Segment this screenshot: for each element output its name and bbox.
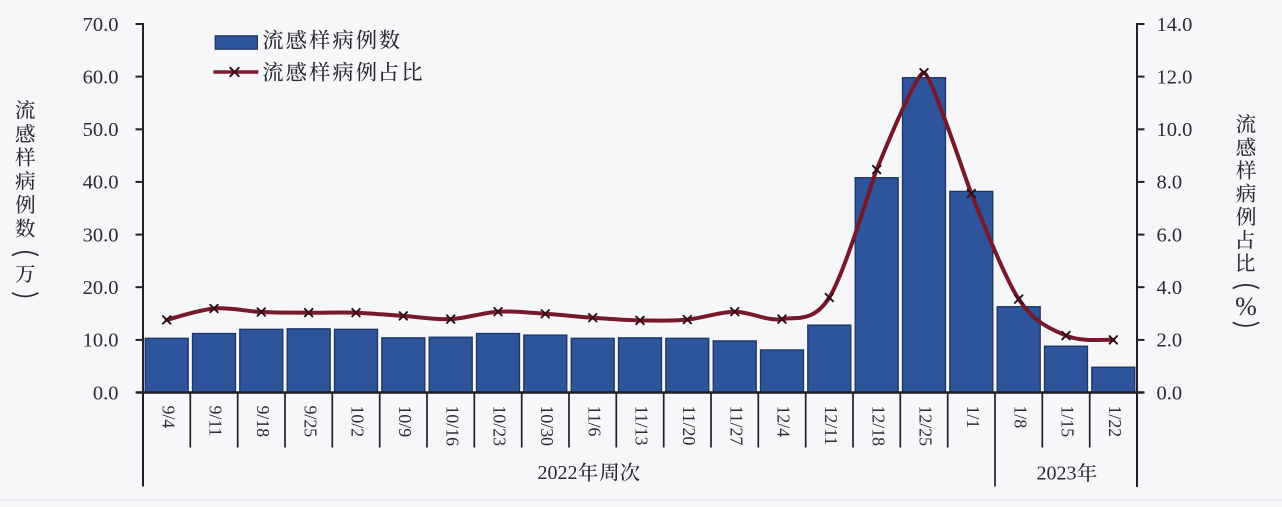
svg-text:10/9: 10/9 bbox=[395, 406, 415, 438]
svg-text:10.0: 10.0 bbox=[1157, 119, 1193, 141]
svg-text:1/1: 1/1 bbox=[963, 406, 983, 429]
svg-text:1/15: 1/15 bbox=[1058, 406, 1078, 438]
svg-text:2022: 2022 bbox=[538, 462, 578, 484]
svg-text:9/18: 9/18 bbox=[253, 406, 273, 438]
svg-text:12/4: 12/4 bbox=[774, 406, 794, 438]
svg-text:11/13: 11/13 bbox=[632, 406, 652, 446]
svg-text:11/27: 11/27 bbox=[726, 406, 746, 446]
svg-text:60.0: 60.0 bbox=[83, 66, 119, 88]
svg-text:12/11: 12/11 bbox=[821, 406, 841, 446]
svg-text:11/6: 11/6 bbox=[584, 406, 604, 437]
svg-text:10/23: 10/23 bbox=[490, 406, 510, 447]
svg-text:6.0: 6.0 bbox=[1157, 224, 1183, 246]
svg-text:10/30: 10/30 bbox=[537, 406, 557, 447]
svg-text:10.0: 10.0 bbox=[83, 330, 119, 352]
svg-text:14.0: 14.0 bbox=[1157, 14, 1193, 36]
svg-text:20.0: 20.0 bbox=[83, 277, 119, 299]
svg-text:30.0: 30.0 bbox=[83, 224, 119, 246]
svg-text:10/2: 10/2 bbox=[348, 406, 368, 438]
svg-text:10/16: 10/16 bbox=[442, 406, 462, 447]
svg-text:70.0: 70.0 bbox=[83, 14, 119, 36]
svg-text:9/4: 9/4 bbox=[158, 406, 178, 429]
svg-text:%: % bbox=[1235, 292, 1257, 321]
svg-text:0.0: 0.0 bbox=[1157, 382, 1183, 404]
svg-text:1/22: 1/22 bbox=[1105, 406, 1125, 438]
svg-text:12/18: 12/18 bbox=[868, 406, 888, 447]
svg-text:12.0: 12.0 bbox=[1157, 66, 1193, 88]
svg-text:50.0: 50.0 bbox=[83, 119, 119, 141]
svg-text:9/25: 9/25 bbox=[300, 406, 320, 438]
svg-text:4.0: 4.0 bbox=[1157, 277, 1183, 299]
svg-text:0.0: 0.0 bbox=[93, 382, 119, 404]
svg-text:11/20: 11/20 bbox=[679, 406, 699, 446]
svg-text:9/11: 9/11 bbox=[206, 406, 226, 437]
svg-text:40.0: 40.0 bbox=[83, 172, 119, 194]
svg-text:2.0: 2.0 bbox=[1157, 330, 1183, 352]
svg-text:1/8: 1/8 bbox=[1010, 406, 1030, 429]
svg-text:12/25: 12/25 bbox=[916, 406, 936, 447]
svg-text:2023: 2023 bbox=[1037, 462, 1077, 484]
svg-text:8.0: 8.0 bbox=[1157, 172, 1183, 194]
